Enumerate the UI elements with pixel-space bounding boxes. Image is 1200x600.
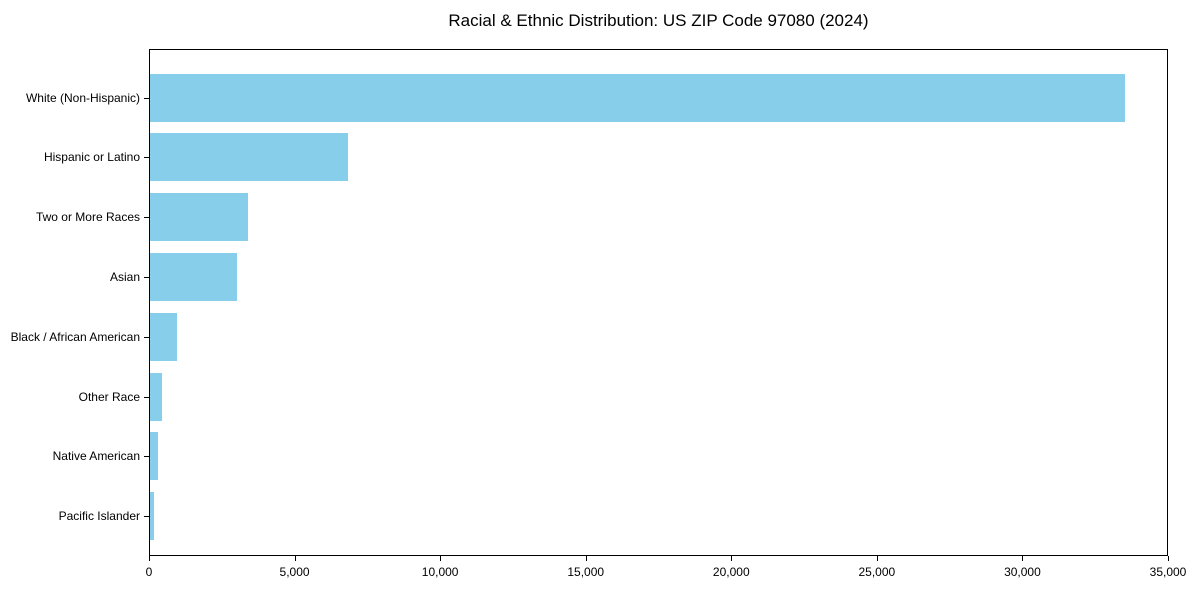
x-tick-label: 25,000 — [858, 565, 896, 579]
x-tick-label: 0 — [145, 565, 153, 579]
y-tick-mark — [144, 97, 149, 99]
bar-hispanic-or-latino — [150, 133, 348, 182]
bar-native-american — [150, 432, 158, 481]
x-tick-label: 35,000 — [1149, 565, 1187, 579]
x-tick-mark — [731, 556, 733, 561]
y-tick-label: Pacific Islander — [58, 509, 140, 524]
x-tick-label: 30,000 — [1004, 565, 1041, 579]
x-tick-mark — [876, 556, 878, 561]
bar-black-african-american — [150, 312, 178, 361]
bar-white-non-hispanic — [150, 73, 1126, 122]
x-tick-mark — [585, 556, 587, 561]
bar-pacific-islander — [150, 492, 155, 541]
y-tick-mark — [144, 456, 149, 458]
x-tick-mark — [149, 556, 150, 561]
chart-title: Racial & Ethnic Distribution: US ZIP Cod… — [448, 11, 869, 30]
x-tick-mark — [294, 556, 296, 561]
bar-two-or-more-races — [150, 193, 248, 242]
x-tick-mark — [1168, 556, 1169, 561]
y-tick-mark — [144, 336, 149, 338]
y-tick-label: Asian — [109, 269, 140, 284]
y-tick-label: Other Race — [78, 389, 140, 404]
plot-area — [149, 49, 1168, 556]
x-tick-label: 10,000 — [421, 565, 459, 579]
bar-asian — [150, 252, 238, 301]
y-tick-mark — [144, 276, 149, 278]
x-tick-label: 15,000 — [567, 565, 605, 579]
bar-other-race — [150, 372, 162, 421]
x-tick-mark — [440, 556, 442, 561]
y-tick-mark — [144, 516, 149, 518]
y-tick-mark — [144, 157, 149, 159]
y-tick-label: Hispanic or Latino — [43, 150, 140, 165]
y-tick-mark — [144, 396, 149, 398]
y-tick-label: White (Non-Hispanic) — [25, 90, 140, 105]
y-tick-label: Native American — [52, 449, 140, 464]
y-tick-mark — [144, 217, 149, 219]
x-tick-label: 5,000 — [279, 565, 310, 579]
y-tick-label: Two or More Races — [35, 210, 140, 225]
x-tick-mark — [1022, 556, 1024, 561]
x-tick-label: 20,000 — [712, 565, 750, 579]
y-tick-label: Black / African American — [10, 329, 140, 344]
